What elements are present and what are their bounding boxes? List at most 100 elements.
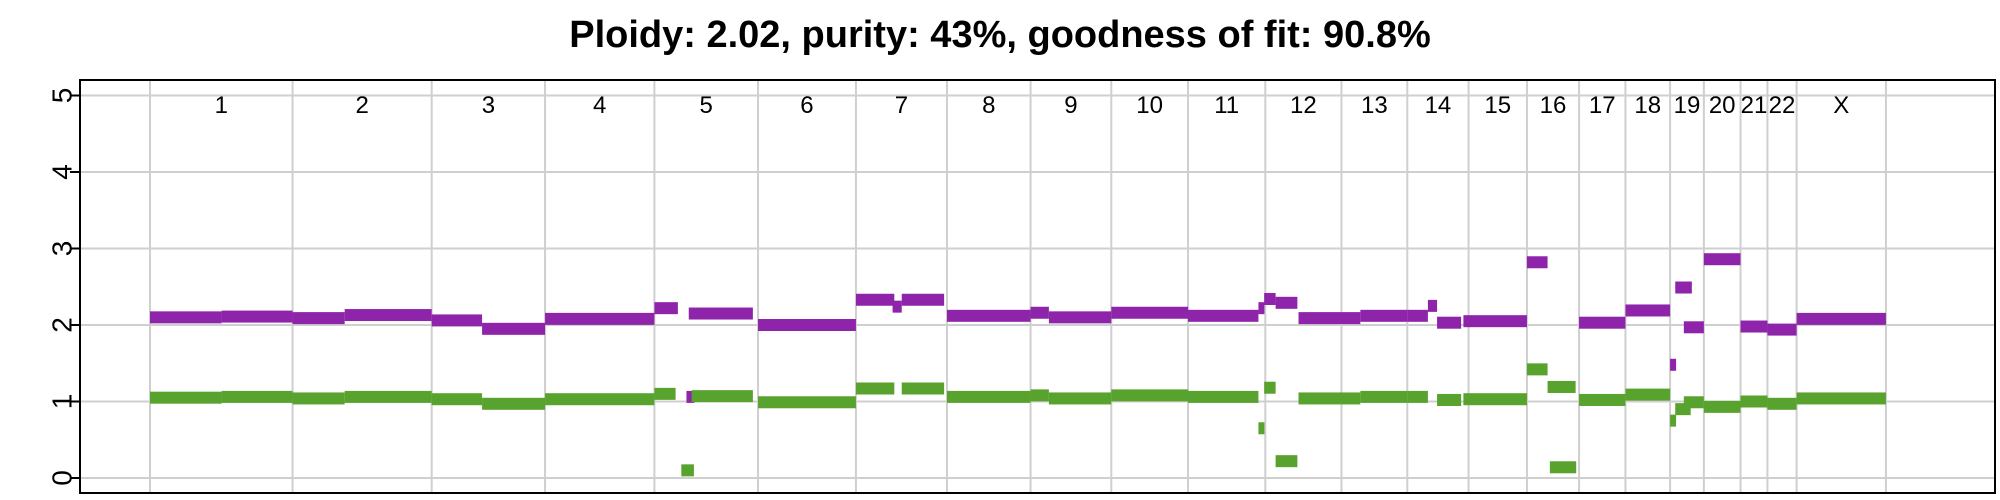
total-cn-segment <box>1740 320 1768 333</box>
minor-cn-segment <box>946 390 1031 403</box>
total-cn-segment <box>1258 302 1265 315</box>
chromosome-label-3: 3 <box>482 92 495 119</box>
chromosome-label-6: 6 <box>800 92 813 119</box>
minor-cn-segment <box>1048 392 1112 405</box>
segment-layer <box>150 253 1886 477</box>
total-cn-segment <box>1188 309 1259 322</box>
minor-cn-segment <box>654 387 676 400</box>
minor-cn-segment <box>1579 393 1626 406</box>
minor-cn-segment <box>1111 389 1189 402</box>
total-cn-segment <box>892 300 902 313</box>
minor-cn-segment <box>1437 393 1462 406</box>
minor-cn-segment <box>1258 422 1265 435</box>
total-cn-segment <box>1048 311 1112 324</box>
minor-cn-segment <box>691 390 753 403</box>
minor-cn-segment <box>545 393 655 406</box>
total-cn-segment <box>545 312 655 325</box>
minor-cn-segment <box>1463 393 1527 406</box>
total-cn-segment <box>1437 316 1462 329</box>
total-cn-segment <box>1275 296 1298 309</box>
chromosome-label-14: 14 <box>1425 92 1452 119</box>
total-cn-segment <box>1360 309 1408 322</box>
total-cn-segment <box>1264 292 1276 305</box>
chromosome-label-17: 17 <box>1589 92 1616 119</box>
minor-cn-segment <box>1670 414 1677 427</box>
minor-cn-segment <box>431 393 483 406</box>
minor-cn-segment <box>150 391 222 404</box>
total-cn-segment <box>1526 256 1548 269</box>
minor-cn-segment <box>1407 390 1428 403</box>
total-cn-segment <box>1796 312 1886 325</box>
chromosome-label-13: 13 <box>1361 92 1388 119</box>
minor-cn-segment <box>1796 392 1886 405</box>
y-tick-label: 4 <box>47 164 78 180</box>
total-cn-segment <box>1407 309 1428 322</box>
minor-cn-segment <box>482 397 546 410</box>
minor-cn-segment <box>758 396 856 409</box>
chromosome-label-9: 9 <box>1064 92 1077 119</box>
minor-cn-segment <box>855 382 895 395</box>
total-cn-segment <box>1683 321 1704 334</box>
chromosome-label-11: 11 <box>1214 92 1239 119</box>
minor-cn-segment <box>1683 396 1704 409</box>
minor-cn-segment <box>1625 388 1671 401</box>
total-cn-segment <box>1703 253 1741 266</box>
minor-cn-segment <box>1188 390 1259 403</box>
total-cn-segment <box>1427 299 1438 312</box>
total-cn-segment <box>946 309 1031 322</box>
total-cn-segment <box>221 310 293 323</box>
total-cn-segment <box>344 309 432 322</box>
chromosome-label-8: 8 <box>982 92 995 119</box>
y-tick-label: 1 <box>47 394 78 410</box>
total-cn-segment <box>1579 316 1626 329</box>
total-cn-segment <box>654 302 678 315</box>
total-cn-segment <box>758 319 856 331</box>
minor-cn-segment <box>1030 389 1049 402</box>
total-cn-segment <box>1111 306 1189 319</box>
total-cn-segment <box>1030 306 1049 319</box>
grid-layer <box>80 80 1995 493</box>
minor-cn-segment <box>1767 397 1797 410</box>
chromosome-label-21: 21 <box>1741 92 1768 119</box>
chart-title: Ploidy: 2.02, purity: 43%, goodness of f… <box>569 14 1431 56</box>
y-tick-label: 3 <box>47 241 78 257</box>
chromosome-label-20: 20 <box>1709 92 1736 119</box>
minor-cn-segment <box>1264 381 1276 394</box>
minor-cn-segment <box>1547 380 1576 393</box>
chromosome-label-15: 15 <box>1484 92 1511 119</box>
total-cn-segment <box>1463 315 1527 328</box>
minor-cn-segment <box>1298 392 1361 405</box>
total-cn-segment <box>1670 358 1677 371</box>
total-cn-segment <box>150 311 222 324</box>
y-tick-label: 5 <box>47 88 78 104</box>
chromosome-label-4: 4 <box>593 92 606 119</box>
total-cn-segment <box>1767 323 1797 336</box>
total-cn-segment <box>482 322 546 335</box>
chromosome-label-22: 22 <box>1769 92 1796 119</box>
chromosome-label-18: 18 <box>1634 92 1661 119</box>
minor-cn-segment <box>681 464 694 477</box>
total-cn-segment <box>855 293 895 306</box>
chromosome-label-1: 1 <box>215 92 228 119</box>
minor-cn-segment <box>1360 390 1408 403</box>
chromosome-label-16: 16 <box>1540 92 1567 119</box>
total-cn-segment <box>1675 281 1692 294</box>
minor-cn-segment <box>1740 395 1768 408</box>
minor-cn-segment <box>1703 400 1741 413</box>
minor-cn-segment <box>1526 363 1548 376</box>
total-cn-segment <box>1298 312 1361 325</box>
y-tick-label: 2 <box>47 317 78 333</box>
minor-cn-segment <box>221 390 293 403</box>
chromosome-label-10: 10 <box>1136 92 1163 119</box>
total-cn-segment <box>688 307 753 320</box>
minor-cn-segment <box>901 382 945 395</box>
chromosome-label-2: 2 <box>355 92 368 119</box>
minor-cn-segment <box>1549 461 1577 474</box>
chromosome-label-5: 5 <box>700 92 713 119</box>
minor-cn-segment <box>292 392 345 405</box>
minor-cn-segment <box>1275 455 1298 468</box>
chromosome-label-19: 19 <box>1674 92 1701 119</box>
chromosome-label-7: 7 <box>895 92 908 119</box>
